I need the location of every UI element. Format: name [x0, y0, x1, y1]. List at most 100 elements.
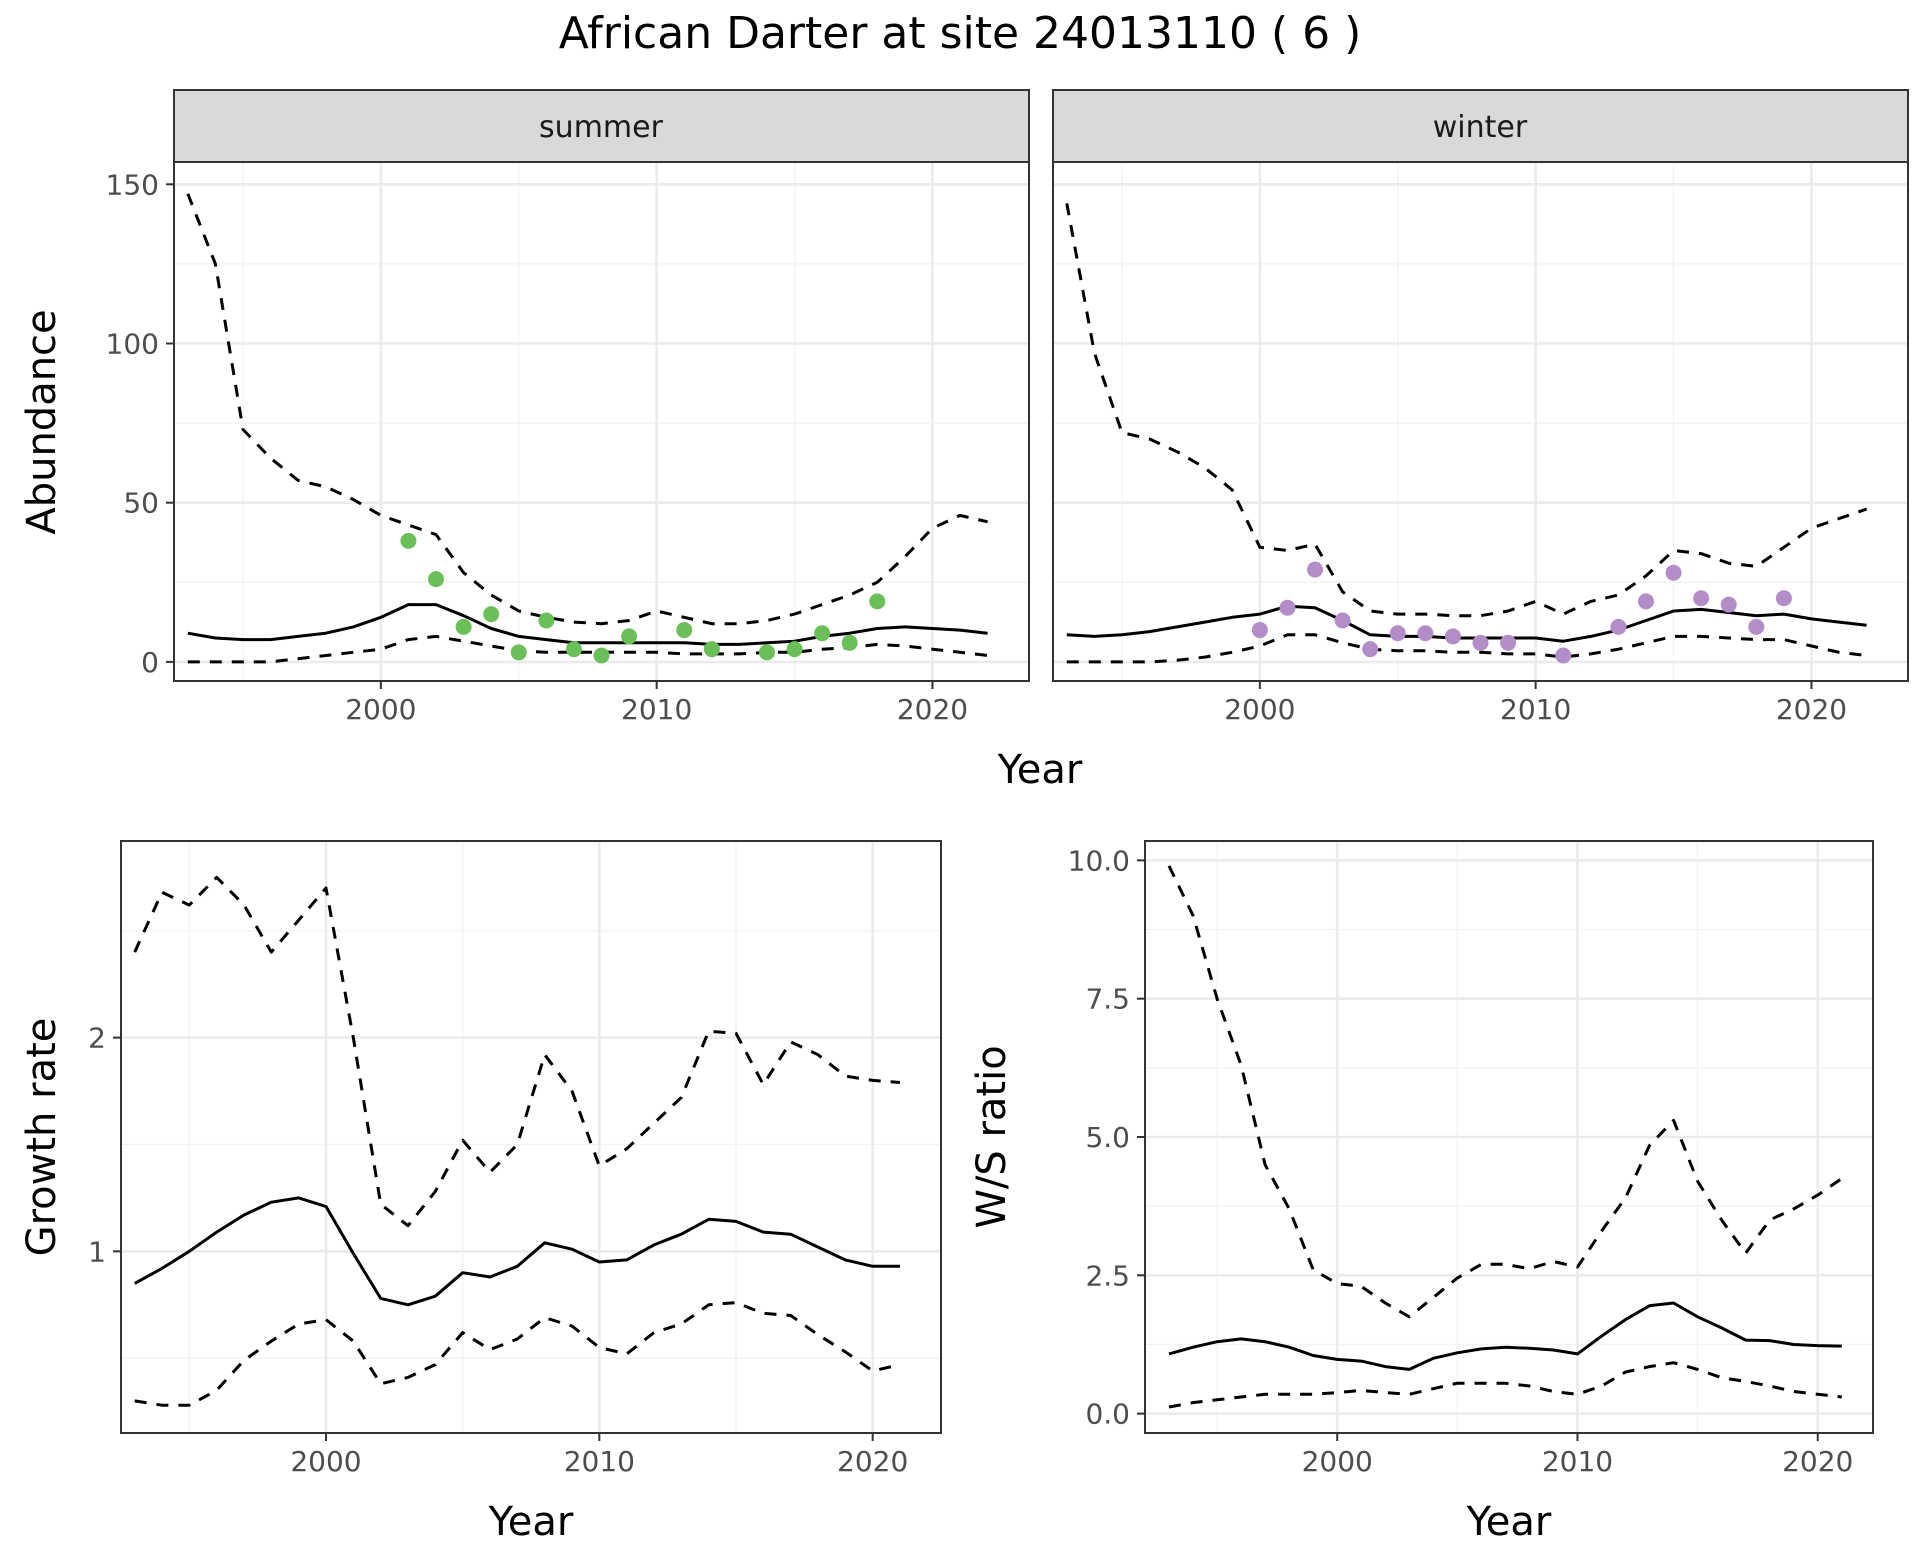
observed-point	[1362, 641, 1379, 658]
observed-point	[621, 628, 638, 645]
y-tick-label: 100	[106, 327, 159, 360]
x-tick-label: 2010	[564, 1445, 635, 1478]
panel-border	[120, 840, 942, 1434]
y-tick-label: 7.5	[1085, 983, 1130, 1016]
x-tick-label: 2010	[1500, 693, 1571, 726]
figure-title: African Darter at site 24013110 ( 6 )	[559, 8, 1362, 59]
y-tick-label: 0	[141, 646, 159, 679]
data-layer	[133, 875, 901, 1407]
y-tick-label: 50	[123, 487, 159, 520]
observed-point	[1748, 618, 1765, 635]
ci-lower-line	[134, 1301, 901, 1407]
observed-point	[538, 612, 555, 629]
observed-point	[565, 641, 582, 658]
y-tick-label: 2.5	[1085, 1259, 1130, 1292]
data-layer	[186, 193, 988, 664]
x-tick-label: 2020	[1776, 693, 1847, 726]
observed-point	[1555, 647, 1572, 664]
y-tick-label: 2	[88, 1022, 106, 1055]
ci-upper-line	[1065, 203, 1868, 618]
observed-point	[1637, 593, 1654, 610]
observed-point	[786, 641, 803, 658]
ci-upper-line	[133, 875, 901, 1228]
x-tick-label: 2000	[1224, 693, 1295, 726]
observed-point	[455, 618, 472, 635]
y-tick-label: 0.0	[1085, 1398, 1130, 1431]
panel-border	[173, 161, 1030, 682]
observed-point	[1720, 596, 1737, 613]
y-tick-label: 1	[88, 1235, 106, 1268]
y-axis-title-abundance: Abundance	[19, 309, 65, 534]
observed-point	[1693, 590, 1710, 607]
observed-point	[1307, 561, 1324, 578]
x-axis-title-top: Year	[997, 747, 1083, 793]
strip-label-winter: winter	[1433, 110, 1528, 145]
fitted-line	[1168, 1301, 1842, 1371]
observed-point	[1279, 599, 1296, 616]
observed-point	[1251, 622, 1268, 639]
observed-point	[1500, 634, 1517, 651]
y-tick-label: 10.0	[1068, 844, 1130, 877]
panel-growth-rate: 2000 2010 2020 12	[88, 840, 942, 1478]
x-tick-label: 2000	[1302, 1445, 1373, 1478]
x-axis-title-ws: Year	[1466, 1499, 1552, 1545]
x-axis: 2000 2010 2020	[345, 681, 968, 726]
x-axis-title-growth: Year	[488, 1499, 574, 1545]
observed-point	[1444, 628, 1461, 645]
observed-point	[1389, 625, 1406, 642]
panel-abundance-winter: winter 2000 2010 2020	[1052, 89, 1909, 726]
observed-point	[510, 644, 527, 661]
strip-label-summer: summer	[539, 110, 664, 145]
x-tick-label: 2000	[345, 693, 416, 726]
fitted-line	[133, 1196, 900, 1307]
observed-point	[676, 622, 693, 639]
y-axis: 0 50 100 150	[106, 168, 174, 679]
observed-point	[400, 532, 417, 549]
gridlines	[174, 162, 1029, 681]
observed-point	[1472, 634, 1489, 651]
observed-point	[428, 571, 445, 588]
gridlines	[1145, 841, 1873, 1433]
x-tick-label: 2010	[1542, 1445, 1613, 1478]
observed-point	[483, 606, 500, 623]
x-axis: 2000 2010 2020	[1302, 1433, 1853, 1478]
observed-point	[1775, 590, 1792, 607]
ci-lower-line	[1168, 1361, 1842, 1409]
panel-abundance-summer: summer 2000 2010 2020 0 50 100 150	[106, 89, 1030, 726]
gridlines	[1053, 162, 1908, 681]
x-tick-label: 2000	[290, 1445, 361, 1478]
panel-background	[174, 162, 1029, 681]
panel-background	[1053, 162, 1908, 681]
y-axis: 0.0 2.5 5.0 7.5 10.0	[1068, 844, 1145, 1431]
strip-winter	[1052, 89, 1909, 163]
observed-point	[1610, 618, 1627, 635]
x-axis: 2000 2010 2020	[1224, 681, 1847, 726]
observed-point	[758, 644, 775, 661]
observed-point	[1334, 612, 1351, 629]
observed-point	[814, 625, 831, 642]
y-tick-label: 150	[106, 168, 159, 201]
ci-lower-line	[1066, 633, 1867, 664]
x-tick-label: 2020	[837, 1445, 908, 1478]
y-axis: 12	[88, 1022, 121, 1268]
data-layer	[1065, 203, 1868, 664]
observed-point	[869, 593, 886, 610]
fitted-line	[187, 603, 988, 646]
panel-ws-ratio: 2000 2010 2020 0.0 2.5 5.0 7.5 10.0	[1068, 840, 1874, 1478]
fitted-line	[1066, 604, 1867, 643]
x-tick-label: 2020	[897, 693, 968, 726]
y-axis-title-ws: W/S ratio	[969, 1045, 1015, 1228]
ci-upper-line	[186, 193, 988, 626]
observed-point	[1417, 625, 1434, 642]
observed-point	[593, 647, 610, 664]
panel-background	[121, 841, 941, 1433]
y-tick-label: 5.0	[1085, 1121, 1130, 1154]
data-layer	[1167, 865, 1843, 1409]
panel-border	[1052, 161, 1909, 682]
y-axis-title-growth: Growth rate	[19, 1018, 65, 1257]
x-axis: 2000 2010 2020	[290, 1433, 908, 1478]
observed-point	[1665, 564, 1682, 581]
x-tick-label: 2020	[1782, 1445, 1853, 1478]
observed-point	[841, 634, 858, 651]
